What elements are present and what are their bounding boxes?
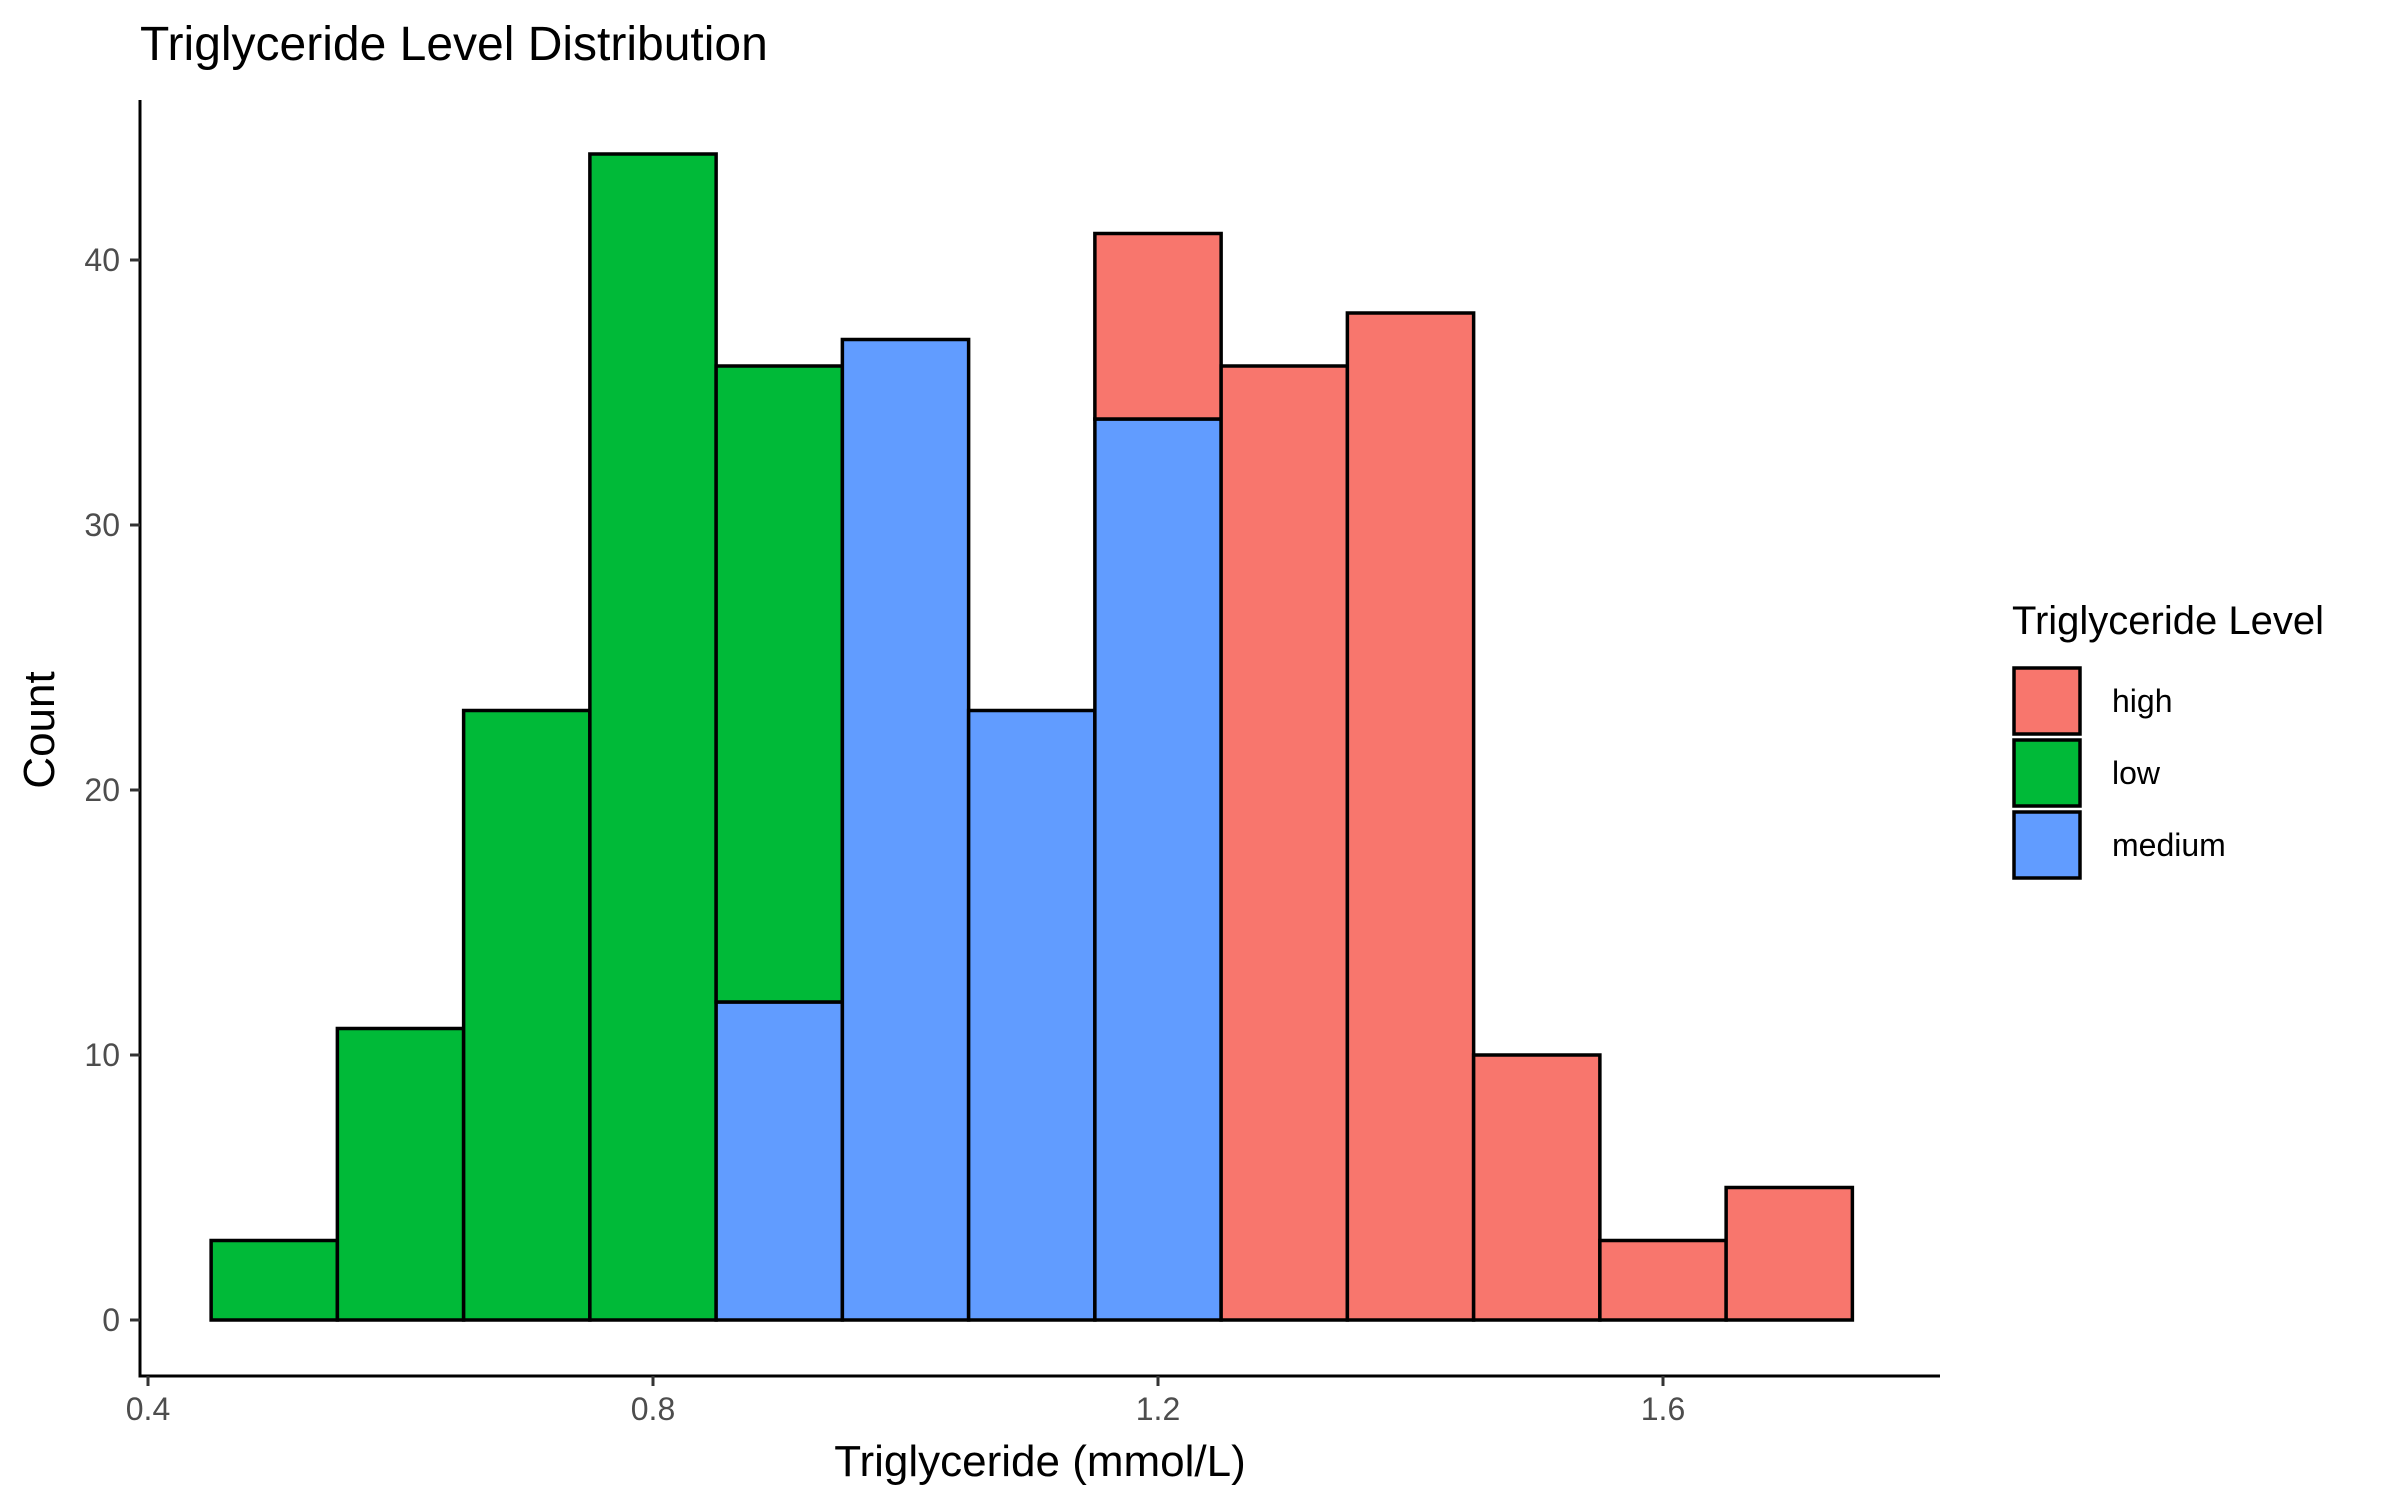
y-tick-label: 40: [84, 242, 120, 278]
x-tick-label: 0.4: [126, 1391, 170, 1427]
legend-label-high: high: [2112, 683, 2173, 719]
y-tick-label: 30: [84, 507, 120, 543]
bar-medium-bin-7: [1093, 417, 1223, 1322]
bar-high-bin-9: [1345, 311, 1476, 1322]
bar-low-bin-1: [335, 1026, 466, 1322]
bar-low-bin-4: [714, 364, 845, 1004]
x-axis-title: Triglyceride (mmol/L): [834, 1437, 1246, 1486]
y-ticks-group: 0 10 20 30 40: [84, 242, 140, 1338]
axes-group: [138, 100, 1940, 1378]
bar-high-bin-8: [1219, 364, 1350, 1322]
bar-low-bin-2: [461, 708, 592, 1322]
legend-label-medium: medium: [2112, 827, 2226, 863]
x-tick-label: 1.6: [1641, 1391, 1685, 1427]
y-tick-label: 10: [84, 1037, 120, 1073]
legend-label-low: low: [2112, 755, 2161, 791]
y-axis-title: Count: [15, 671, 64, 788]
bar-medium-bin-5: [840, 337, 971, 1322]
y-tick-label: 0: [102, 1302, 120, 1338]
bar-high-bin-7: [1093, 231, 1223, 421]
legend-key-high: [2012, 666, 2082, 736]
bar-medium-bin-4: [714, 1000, 845, 1322]
legend-key-low: [2012, 738, 2082, 808]
bar-high-bin-11: [1598, 1238, 1728, 1322]
legend-key-medium: [2012, 810, 2082, 880]
bar-low-bin-3: [588, 152, 718, 1322]
bars-group: [209, 152, 1855, 1322]
x-tick-label: 0.8: [631, 1391, 675, 1427]
y-tick-label: 20: [84, 772, 120, 808]
bar-low-bin-0: [209, 1238, 340, 1322]
bar-high-bin-10: [1471, 1053, 1602, 1322]
x-tick-label: 1.2: [1136, 1391, 1180, 1427]
bar-high-bin-12: [1724, 1185, 1855, 1322]
bar-medium-bin-6: [966, 708, 1097, 1322]
legend-title: Triglyceride Level: [2012, 599, 2324, 643]
legend: Triglyceride Level high low medium: [2012, 599, 2324, 880]
x-ticks-group: 0.4 0.8 1.2 1.6: [126, 1376, 1685, 1427]
chart-title: Triglyceride Level Distribution: [140, 18, 768, 71]
